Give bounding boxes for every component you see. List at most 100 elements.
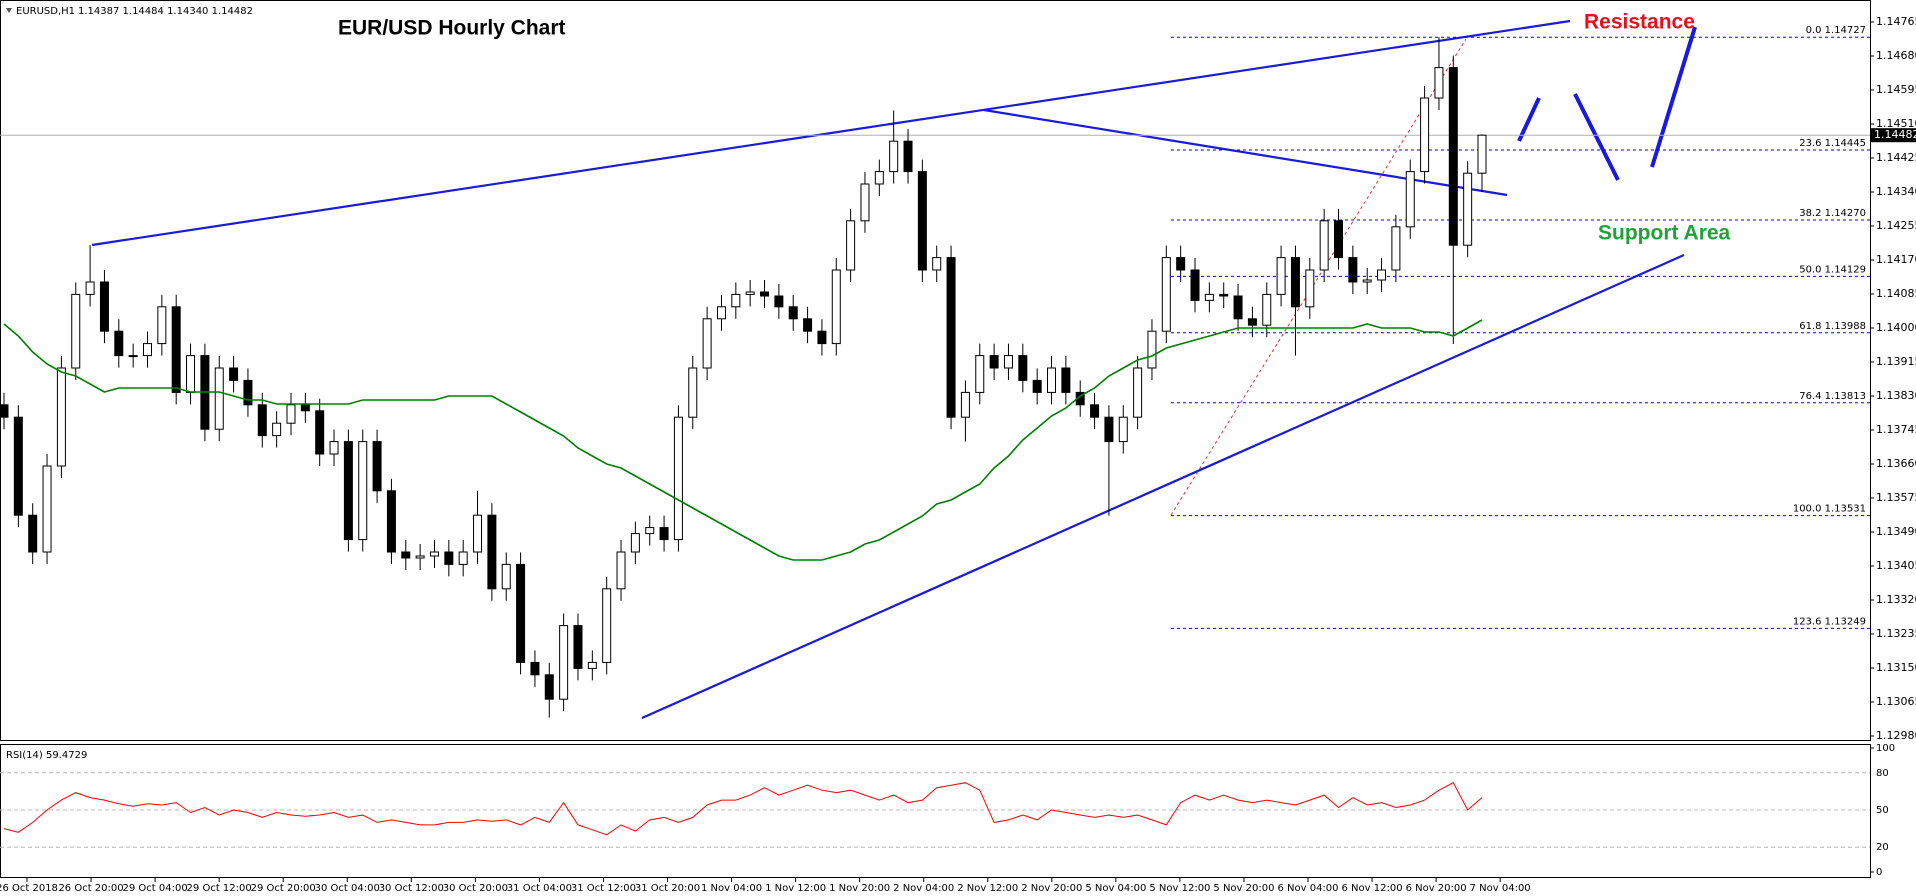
- y-tick-label: 1.12980: [1876, 729, 1916, 742]
- candle-body: [1219, 293, 1229, 297]
- candle-body: [343, 441, 353, 541]
- candle-body: [1391, 226, 1401, 271]
- candle-body: [544, 674, 554, 700]
- candle-body: [1262, 293, 1272, 326]
- candle-body: [975, 355, 985, 393]
- candle-body: [1018, 355, 1028, 381]
- y-tick-label: 1.13150: [1876, 661, 1916, 674]
- y-tick-label: 1.14765: [1876, 15, 1916, 28]
- last-price-box: [1870, 128, 1916, 143]
- x-tick-label: 1 Nov 20:00: [829, 883, 890, 894]
- candle-body: [99, 281, 109, 332]
- resistance-trendline: [91, 19, 1571, 247]
- projection-arrow: [1573, 93, 1620, 181]
- candle-body: [28, 514, 38, 553]
- fib-label: 100.0 1.13531: [1793, 504, 1866, 515]
- projection-arrow: [1517, 97, 1541, 142]
- candle-body: [286, 404, 296, 424]
- candle-body: [501, 563, 511, 590]
- x-tick-label: 1 Nov 12:00: [765, 883, 826, 894]
- candle-body: [774, 295, 784, 308]
- candle-body: [1477, 134, 1487, 174]
- x-tick-label: 6 Nov 20:00: [1406, 883, 1467, 894]
- x-tick-label: 1 Nov 04:00: [701, 883, 762, 894]
- candle-body: [1362, 279, 1372, 283]
- y-tick-label: 1.13235: [1876, 627, 1916, 640]
- trendlines: [91, 19, 1697, 720]
- candle-body: [1420, 97, 1430, 173]
- candle-body: [272, 422, 282, 437]
- y-tick-label: 100: [1876, 743, 1895, 754]
- fib-label: 76.4 1.13813: [1799, 391, 1866, 402]
- x-tick-label: 26 Oct 2018: [0, 883, 58, 894]
- fib-label: 123.6 1.13249: [1793, 616, 1866, 627]
- candle-body: [171, 306, 181, 393]
- price-panel: [0, 0, 1871, 741]
- candle-body: [315, 410, 325, 455]
- candle-body: [1233, 295, 1243, 320]
- candle-body: [401, 551, 411, 559]
- candle-body: [559, 625, 569, 700]
- x-tick-label: 6 Nov 04:00: [1277, 883, 1338, 894]
- y-tick-label: 1.14255: [1876, 219, 1916, 232]
- candle-body: [142, 343, 152, 357]
- candle-body: [989, 355, 999, 369]
- candle-body: [1190, 269, 1200, 301]
- candle-body: [1161, 257, 1171, 332]
- candle-body: [659, 527, 669, 541]
- rsi-title: RSI(14) 59.4729: [6, 750, 87, 761]
- candle-body: [932, 257, 942, 271]
- candle-body: [745, 291, 755, 295]
- candle-body: [645, 527, 655, 535]
- candle-body: [214, 367, 224, 430]
- candle-body: [473, 514, 483, 553]
- y-tick-label: 1.14170: [1876, 253, 1916, 266]
- candle-body: [1147, 330, 1157, 369]
- y-tick-label: 1.14510: [1876, 117, 1916, 130]
- candle-body: [917, 171, 927, 271]
- candle-body: [846, 220, 856, 271]
- bearish-trendline: [983, 108, 1508, 197]
- y-tick-label: 80: [1876, 768, 1889, 779]
- candle-body: [329, 441, 339, 455]
- candle-body: [616, 551, 626, 590]
- x-tick-label: 6 Nov 12:00: [1342, 883, 1403, 894]
- y-tick-label: 1.13320: [1876, 593, 1916, 606]
- fib-label: 23.6 1.14445: [1799, 138, 1866, 149]
- rsi-panel: [0, 744, 1871, 878]
- candle-body: [1003, 355, 1013, 369]
- candle-body: [716, 306, 726, 320]
- candle-body: [1377, 269, 1387, 281]
- candle-body: [1104, 416, 1114, 443]
- x-tick-label: 2 Nov 20:00: [1021, 883, 1082, 894]
- x-tick-label: 5 Nov 04:00: [1085, 883, 1146, 894]
- candle-body: [788, 306, 798, 320]
- x-tick-label: 7 Nov 04:00: [1470, 883, 1531, 894]
- candle-body: [42, 465, 52, 553]
- x-tick-label: 31 Oct 12:00: [571, 883, 636, 894]
- y-tick-label: 1.14340: [1876, 185, 1916, 198]
- candle-body: [946, 257, 956, 418]
- fib-label: 50.0 1.14129: [1799, 264, 1866, 275]
- candle-body: [1434, 67, 1444, 99]
- candle-body: [688, 367, 698, 418]
- candle-body: [630, 533, 640, 553]
- candle-body: [71, 293, 81, 369]
- candle-body: [114, 330, 124, 357]
- candle-body: [458, 551, 468, 565]
- y-tick-label: 1.14595: [1876, 83, 1916, 96]
- candle-body: [1319, 220, 1329, 271]
- candle-body: [874, 171, 884, 185]
- x-tick-label: 30 Oct 12:00: [379, 883, 444, 894]
- candle-body: [358, 441, 368, 541]
- symbol: EURUSD,H1: [16, 6, 75, 17]
- candle-body: [731, 293, 741, 308]
- support-trendline: [641, 253, 1685, 720]
- x-tick-label: 5 Nov 12:00: [1149, 883, 1210, 894]
- candle-body: [516, 563, 526, 663]
- y-tick-label: 1.14680: [1876, 49, 1916, 62]
- candle-body: [415, 555, 425, 559]
- x-tick-label: 29 Oct 12:00: [187, 883, 252, 894]
- y-tick-label: 1.13830: [1876, 389, 1916, 402]
